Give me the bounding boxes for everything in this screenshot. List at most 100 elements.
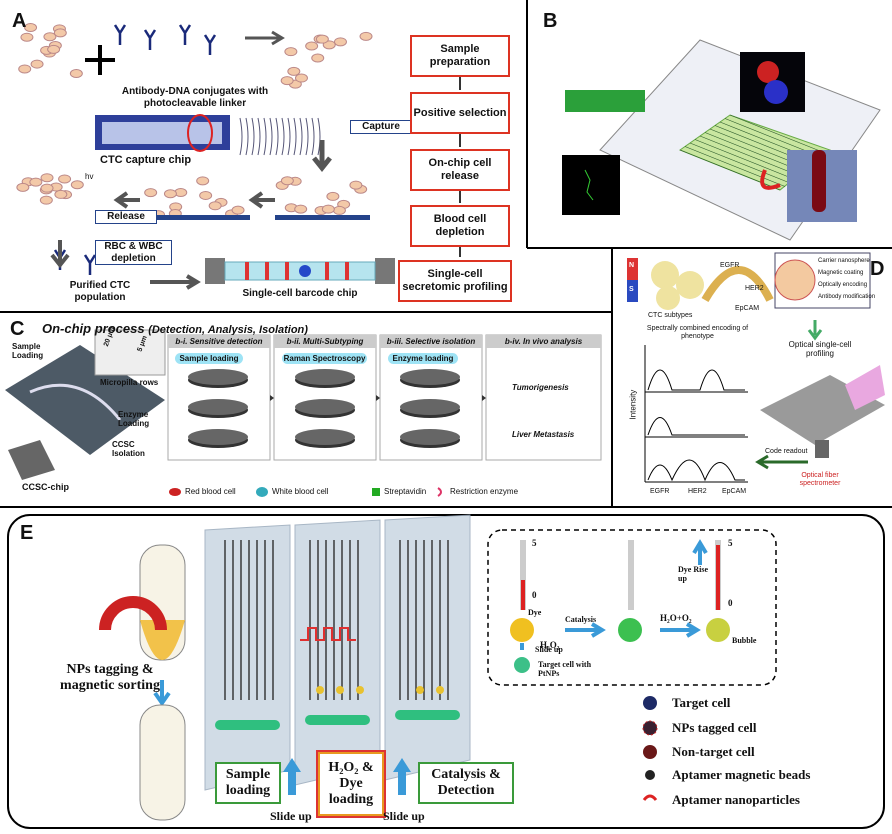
panel-title: On-chip process (Detection, Analysis, Is…	[42, 321, 308, 337]
panel-a-graphics-shape	[299, 265, 311, 277]
inset-label: H₂O+O₂	[660, 613, 692, 623]
panel-a-graphics-shape-shape	[293, 117, 297, 156]
panel-a-graphics-shape-shape	[251, 117, 255, 156]
legend-entry: Red blood cell	[185, 487, 236, 496]
panel-c-graphics-shape	[29, 383, 122, 421]
panel-c-graphics-shape-shape	[295, 399, 355, 415]
slide-up-label: Slide up	[383, 809, 425, 823]
x-tick-label: HER2	[688, 488, 707, 495]
panel-a-graphics-shape-shape	[16, 182, 30, 192]
inset-label: Target cell with PtNPs	[538, 660, 592, 679]
panel-a-graphics-shape-shape	[345, 262, 349, 280]
panel-c-graphics-shape	[188, 369, 460, 448]
panel-c-graphics-shape	[372, 488, 380, 496]
panel-e-graphics-shape	[300, 627, 356, 641]
panel-c-graphics-shape-shape	[270, 395, 274, 401]
panel-e-graphics-shape-shape	[642, 720, 658, 736]
panel-d-graphics-shape	[656, 286, 680, 310]
panel-a-graphics-shape-shape	[280, 76, 294, 86]
panel-a-graphics-shape-shape	[163, 189, 177, 199]
panel-e-graphics-shape-shape	[204, 524, 291, 791]
marker-label: EpCAM	[735, 305, 760, 312]
panel-e-graphics-shape	[215, 710, 460, 730]
panel-d-graphics-shape	[845, 365, 885, 410]
panel-d-graphics-shape	[774, 259, 816, 301]
pole: N	[629, 262, 635, 269]
panel-e-graphics-shape	[521, 580, 525, 610]
panel-d-graphics	[627, 252, 885, 483]
panel-e-graphics-shape-shape	[336, 686, 344, 694]
panel-e-graphics-shape-shape	[316, 686, 324, 694]
panel-borders-shape	[7, 514, 885, 829]
panel-c-graphics-shape-shape	[295, 429, 355, 445]
panel-e-graphics-shape-shape	[305, 715, 370, 725]
panel-b-graphics-shape	[760, 169, 781, 190]
panel-b-graphics-shape-shape	[699, 135, 801, 177]
panel-c-graphics-shape-shape	[400, 429, 460, 445]
panel-a-graphics-shape-shape	[39, 195, 53, 205]
panel-c-graphics-shape	[437, 487, 442, 497]
layer-label: Magnetic coating	[818, 270, 864, 276]
panel-a-graphics-shape	[275, 215, 370, 220]
panel-d-graphics-shape-shape	[647, 369, 745, 391]
panel-a-graphics	[16, 23, 461, 290]
inset-label: 5	[532, 538, 537, 548]
panel-a-graphics-shape-shape	[70, 180, 84, 190]
panel-e-graphics-shape-shape	[288, 770, 296, 795]
inset-label: Catalysis	[565, 615, 597, 624]
step-title: b-iv. In vivo analysis	[486, 335, 601, 349]
capture-box: Capture	[350, 120, 412, 134]
panel-a-graphics-shape	[205, 258, 225, 284]
y-axis-label: Intensity	[628, 389, 638, 420]
panel-e-graphics-shape-shape	[294, 519, 381, 786]
release-box: Release	[95, 210, 157, 224]
panel-e-graphics-shape-shape	[398, 770, 406, 795]
panel-a-graphics-shape-shape	[24, 23, 38, 33]
panel-a-graphics-shape-shape	[326, 191, 340, 201]
panel-a-graphics-shape-shape	[311, 117, 315, 156]
panel-a-graphics-shape-shape	[269, 117, 273, 156]
panel-e-graphics-shape	[514, 657, 530, 673]
chip-label: Sample Loading	[12, 342, 44, 361]
panel-a-graphics-shape-shape	[325, 262, 329, 280]
panel-c-graphics-shape-shape	[188, 399, 248, 415]
panel-a-graphics-shape-shape	[231, 205, 245, 215]
panel-e-graphics-shape-shape	[283, 758, 301, 772]
panel-a-graphics-shape-shape	[311, 53, 325, 63]
panel-d-graphics-shape	[644, 345, 748, 483]
panel-d-graphics-shape	[627, 258, 638, 280]
panel-c-graphics-shape-shape	[376, 395, 380, 401]
panel-e-graphics-shape-shape	[384, 514, 471, 781]
panel-c-graphics-shape-shape	[295, 369, 355, 385]
panel-e-graphics-shape	[510, 618, 534, 642]
inset-label: 0	[728, 598, 733, 608]
panel-a-graphics-shape-shape	[40, 173, 54, 183]
panel-e-graphics	[99, 514, 777, 821]
panel-a-graphics-shape-shape	[281, 117, 285, 156]
panel-a-graphics-shape-shape	[203, 34, 217, 55]
flow-step: Blood cell depletion	[410, 205, 510, 247]
panel-e-graphics-shape	[316, 686, 444, 694]
panel-label: E	[20, 522, 34, 544]
panel-e-graphics-shape	[224, 540, 449, 700]
panel-a-graphics-shape	[140, 215, 250, 220]
chip-label: Micropilla rows	[100, 378, 159, 387]
panel-a-graphics-shape	[150, 274, 201, 290]
panel-c-graphics-shape-shape	[485, 334, 602, 461]
panel-a-graphics-shape-shape	[143, 29, 157, 50]
panel-c-graphics-shape	[169, 488, 181, 496]
panel-a-graphics-shape-shape	[315, 34, 329, 44]
panel-d-graphics-shape	[815, 440, 829, 458]
barcode-chip-label: Single-cell barcode chip	[242, 288, 358, 299]
inset-label: 5	[728, 538, 733, 548]
title-detail: (Detection, Analysis, Isolation)	[148, 324, 308, 336]
inset-label: 0	[532, 590, 537, 600]
panel-b-graphics-shape-shape	[689, 142, 791, 184]
capture-chip-label: CTC capture chip	[100, 154, 192, 166]
panel-b-graphics-shape	[812, 150, 826, 212]
panel-d-graphics-shape	[676, 271, 704, 299]
panel-a-graphics-shape-shape	[294, 204, 308, 214]
panel-d-graphics-shape-shape	[647, 417, 745, 436]
